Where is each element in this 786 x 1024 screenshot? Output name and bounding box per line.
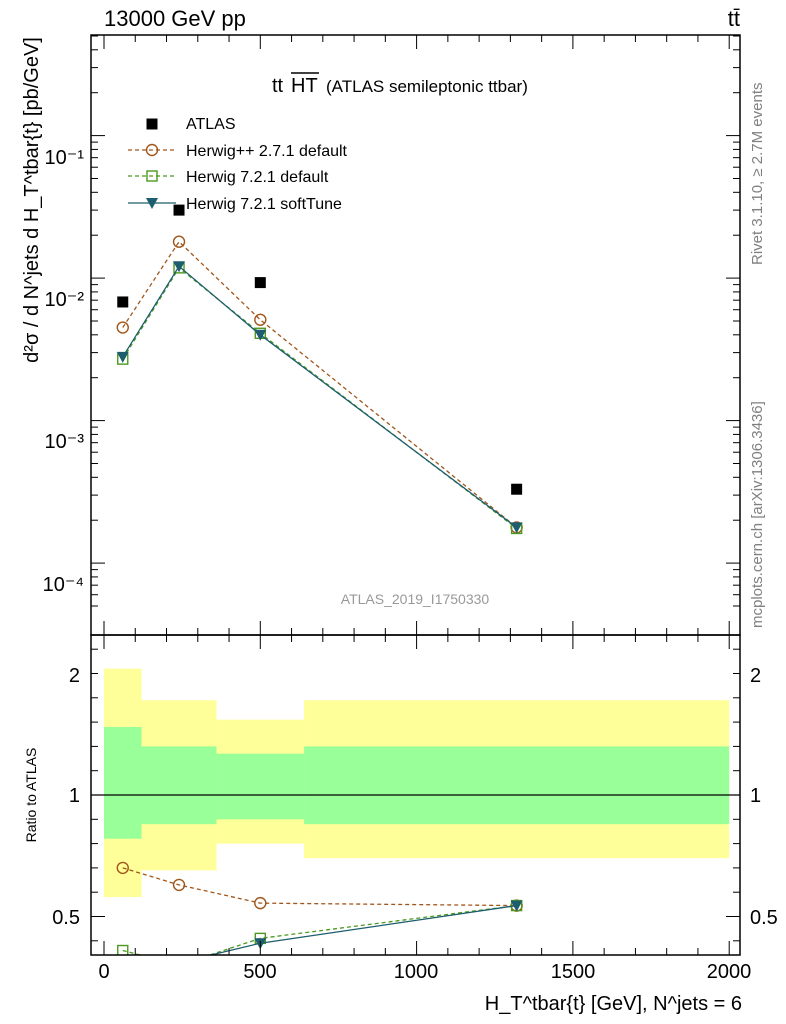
ratio-ytick-label-0.5-left: 0.5 <box>52 907 80 929</box>
main-point-3-0 <box>116 351 129 363</box>
plot-title-tt: tt <box>272 75 284 97</box>
ytick-label-1e-2: 10⁻² <box>45 289 85 311</box>
main-point-3-1 <box>173 261 186 273</box>
rivet-version-label: Rivet 3.1.10, ≥ 2.7M events <box>749 83 766 266</box>
xtick-label-500: 500 <box>243 961 276 983</box>
xtick-label-1000: 1000 <box>394 961 439 983</box>
axis-ticks <box>91 35 740 955</box>
ratio-point-0-0 <box>116 861 129 875</box>
legend-marker-2 <box>146 170 158 182</box>
ratio-band-inner-0 <box>104 726 142 839</box>
main-point-0-3 <box>511 483 523 495</box>
ratio-series-line-0 <box>122 867 517 907</box>
legend-label-herwig7-softtune: Herwig 7.2.1 softTune <box>186 196 342 213</box>
ratio-band-inner-1 <box>141 746 217 825</box>
xtick-label-1500: 1500 <box>551 961 596 983</box>
ratio-series-line-1 <box>122 904 517 955</box>
legend-marker-0 <box>146 118 158 130</box>
main-point-0-0 <box>117 296 129 308</box>
x-tick-labels: 0 500 1000 1500 2000 <box>98 961 751 983</box>
main-point-1-2 <box>254 313 267 326</box>
plot-title-suffix: (ATLAS semileptonic ttbar) <box>326 77 528 96</box>
ratio-point-2-0 <box>117 972 129 983</box>
ratio-ytick-label-2-left: 2 <box>69 665 80 687</box>
ratio-point-2-1 <box>173 958 185 969</box>
ratio-ytick-label-2-right: 2 <box>750 665 761 687</box>
header-process-label: tt̄ <box>727 6 740 31</box>
main-series-line-1 <box>122 240 518 528</box>
main-series-line-2 <box>122 266 518 529</box>
main-point-0-2 <box>254 277 266 289</box>
main-y-tick-labels: 10⁻⁴ 10⁻³ 10⁻² 10⁻¹ <box>43 147 85 596</box>
legend-label-atlas: ATLAS <box>186 116 236 133</box>
ratio-ytick-label-1-left: 1 <box>69 785 80 807</box>
legend-marker-1 <box>145 143 159 157</box>
ratio-y-tick-labels: 0.5 1 2 0.5 1 2 <box>52 665 778 929</box>
plot-title-ht: HT <box>291 75 318 97</box>
ratio-point-0-2 <box>254 896 267 910</box>
ratio-point-1-1 <box>174 960 184 970</box>
ratio-ytick-label-0.5-right: 0.5 <box>750 907 778 929</box>
main-point-1-0 <box>116 321 129 334</box>
main-point-3-2 <box>254 329 267 341</box>
ratio-series-line-2 <box>208 904 517 955</box>
ratio-point-2-3 <box>510 900 523 912</box>
header-energy-label: 13000 GeV pp <box>104 6 246 31</box>
ratio-band-inner-2 <box>216 753 305 820</box>
ytick-label-1e-1: 10⁻¹ <box>45 147 85 169</box>
ytick-label-1e-3: 10⁻³ <box>45 431 85 453</box>
main-point-3-3 <box>510 522 523 534</box>
xtick-label-2000: 2000 <box>707 961 752 983</box>
main-point-1-1 <box>172 235 186 248</box>
main-y-axis-title: d²σ / d N^jets d H_T^tbar{t} [pb/GeV] <box>21 37 43 363</box>
ytick-label-1e-4: 10⁻⁴ <box>43 574 84 596</box>
mcplots-reference-label: mcplots.cern.ch [arXiv:1306.3436] <box>749 401 766 628</box>
ratio-band-inner-3 <box>304 746 730 825</box>
xtick-label-0: 0 <box>98 961 109 983</box>
main-series-line-3 <box>122 265 518 528</box>
analysis-watermark: ATLAS_2019_I1750330 <box>341 591 490 607</box>
ratio-uncertainty-bands <box>104 668 730 898</box>
ratio-series-group <box>116 861 523 983</box>
main-point-0-1 <box>173 204 185 216</box>
legend: ATLAS Herwig++ 2.7.1 default Herwig 7.2.… <box>128 116 348 213</box>
legend-label-herwig7-default: Herwig 7.2.1 default <box>186 169 329 186</box>
ratio-y-axis-title: Ratio to ATLAS <box>23 748 39 843</box>
ratio-point-0-1 <box>172 878 186 892</box>
x-axis-title: H_T^tbar{t} [GeV], N^jets = 6 <box>485 993 742 1015</box>
main-series-group <box>116 204 523 535</box>
ratio-ytick-label-1-right: 1 <box>750 785 761 807</box>
ratio-point-1-0 <box>117 944 129 955</box>
plot-title: tt HT (ATLAS semileptonic ttbar) <box>272 72 528 97</box>
legend-label-herwigpp: Herwig++ 2.7.1 default <box>186 143 348 160</box>
legend-marker-3 <box>146 198 158 209</box>
